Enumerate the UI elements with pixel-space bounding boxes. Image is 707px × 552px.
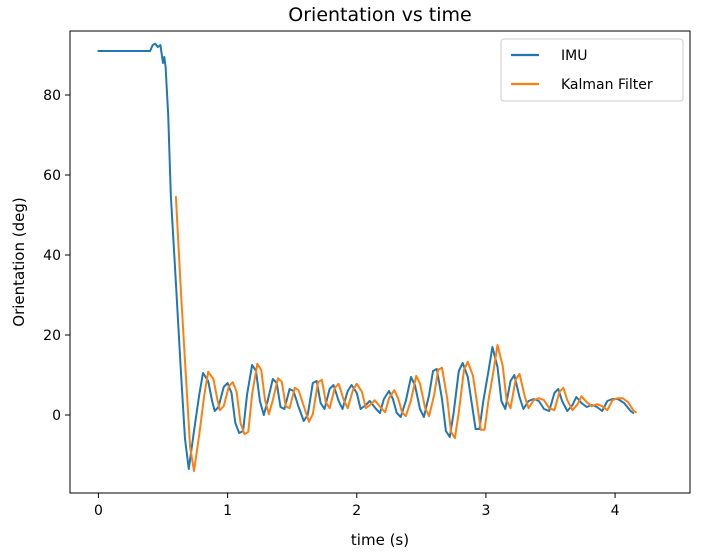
plot-background <box>70 31 690 493</box>
series-lines <box>97 42 637 472</box>
y-axis-label: Orientation (deg) <box>10 197 28 326</box>
y-tick-label-3: 60 <box>43 168 61 184</box>
chart-title: Orientation vs time <box>288 4 471 26</box>
x-axis-label: time (s) <box>351 531 409 549</box>
y-tick-label-0: 0 <box>52 408 61 424</box>
x-tick-label-4: 4 <box>611 503 620 519</box>
x-tick-label-3: 3 <box>481 503 490 519</box>
y-axis-ticks: 0 20 40 60 80 <box>43 88 70 424</box>
legend-label-imu: IMU <box>561 48 587 64</box>
legend: IMU Kalman Filter <box>500 38 684 102</box>
legend-box <box>500 38 684 102</box>
plot-frame <box>69 30 691 494</box>
y-tick-label-4: 80 <box>43 88 61 104</box>
x-tick-label-2: 2 <box>352 503 361 519</box>
x-axis-ticks: 0 1 2 3 4 <box>94 493 620 519</box>
series-line-kalman-filter <box>174 196 637 472</box>
x-tick-label-0: 0 <box>94 503 103 519</box>
y-tick-label-1: 20 <box>43 328 61 344</box>
y-tick-label-2: 40 <box>43 248 61 264</box>
legend-label-kalman: Kalman Filter <box>561 77 653 93</box>
x-tick-label-1: 1 <box>223 503 232 519</box>
